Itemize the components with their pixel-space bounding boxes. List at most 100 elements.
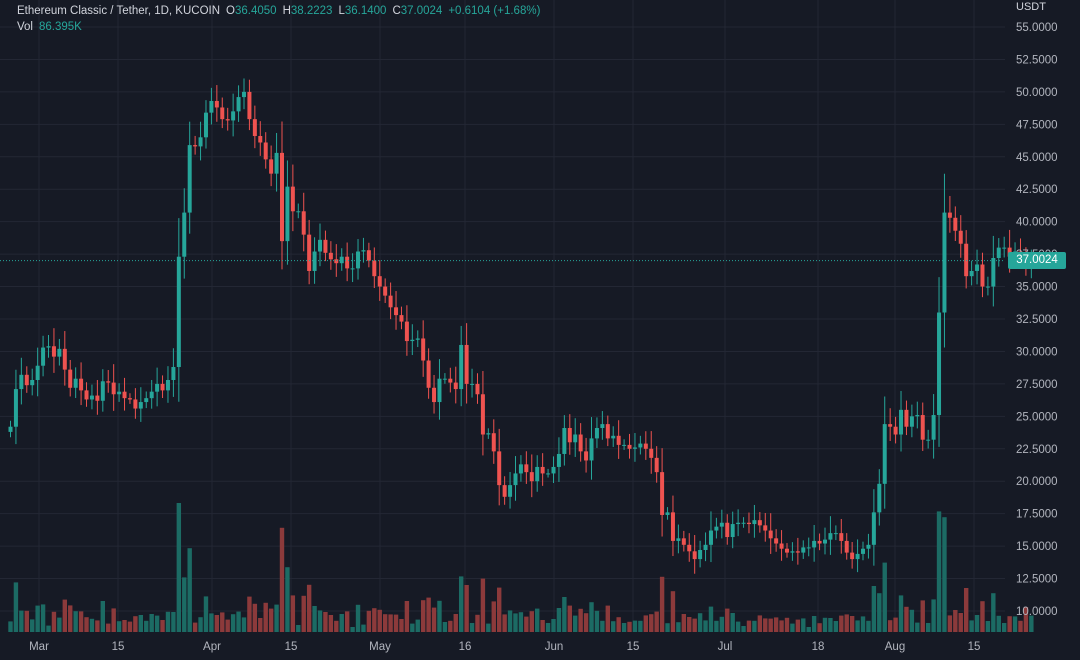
x-tick-label: 15 xyxy=(627,641,640,653)
candle-body xyxy=(985,286,990,288)
candle-body xyxy=(307,234,312,271)
volume-bar xyxy=(632,620,638,632)
volume-bar xyxy=(681,614,687,632)
volume-bar xyxy=(605,605,610,632)
volume-bar xyxy=(801,618,806,632)
x-tick-label: Aug xyxy=(885,641,905,653)
symbol-title[interactable]: Ethereum Classic / Tether, 1D, KUCOIN xyxy=(17,5,221,17)
candle-body xyxy=(605,424,610,439)
volume-bar xyxy=(35,605,40,632)
candle-body xyxy=(404,321,409,342)
volume-bar xyxy=(887,620,893,632)
candle-body xyxy=(350,268,355,270)
price-axis[interactable]: 55.0000 52.5000 50.0000 47.5000 45.0000 42.50… xyxy=(1016,22,1058,618)
volume-bar xyxy=(556,608,562,632)
candle-body xyxy=(214,100,219,108)
candle-body xyxy=(296,211,301,213)
candle-body xyxy=(241,91,246,98)
y-tick-label: 22.5000 xyxy=(1016,444,1058,456)
candle-body xyxy=(133,399,138,409)
candle-body xyxy=(833,533,838,535)
candle-body xyxy=(540,466,545,474)
candle-body xyxy=(432,387,437,403)
candle-body xyxy=(687,544,692,552)
candle-body xyxy=(225,119,230,121)
volume-bar xyxy=(279,527,285,632)
candle-body xyxy=(877,483,882,513)
volume-bar xyxy=(714,620,719,632)
candle-body xyxy=(757,520,762,526)
volume-bar xyxy=(513,613,518,632)
high-label: H xyxy=(282,5,291,17)
volume-bar xyxy=(68,605,73,632)
candle-body xyxy=(187,145,192,213)
volume-bar xyxy=(30,619,35,632)
volume-bar xyxy=(507,610,513,632)
candle-body xyxy=(866,544,871,549)
volume-bar xyxy=(328,615,334,632)
volume-bar xyxy=(611,621,616,632)
volume-bar xyxy=(1029,615,1034,632)
volume-bar xyxy=(974,615,980,632)
volume-bar xyxy=(991,593,996,632)
x-tick-label: 18 xyxy=(812,641,825,653)
volume-bar xyxy=(458,576,464,632)
candle-body xyxy=(524,464,529,473)
y-tick-label: 20.0000 xyxy=(1016,476,1058,488)
candle-body xyxy=(106,381,111,383)
candle-body xyxy=(442,378,447,380)
volume-label[interactable]: Vol xyxy=(17,21,33,33)
candle-body xyxy=(817,540,822,544)
candle-body xyxy=(339,256,344,264)
low-label: L xyxy=(338,5,345,17)
candle-body xyxy=(486,433,491,435)
candle-body xyxy=(155,383,160,392)
candle-body xyxy=(399,315,404,322)
volume-bar xyxy=(46,625,51,632)
candle-body xyxy=(388,295,393,308)
volume-bar xyxy=(448,620,453,632)
candle-body xyxy=(366,250,371,261)
volume-bar xyxy=(214,615,220,632)
volume-bar xyxy=(659,576,665,632)
candle-body xyxy=(182,212,187,257)
volume-bar xyxy=(502,614,507,632)
x-tick-label: Mar xyxy=(29,641,49,653)
candle-body xyxy=(247,91,252,120)
volume-bar xyxy=(24,610,29,632)
volume-bar xyxy=(790,623,795,632)
candle-body xyxy=(996,247,1001,259)
candle-body xyxy=(980,264,985,287)
candle-body xyxy=(882,424,887,484)
volume-bar xyxy=(464,585,469,632)
volume-bar xyxy=(953,610,958,632)
candle-body xyxy=(871,512,876,545)
volume-row: Vol 86.395K xyxy=(17,19,540,35)
candle-body xyxy=(937,312,942,416)
volume-bar xyxy=(437,600,442,632)
candle-body xyxy=(290,186,295,212)
candle-body xyxy=(915,415,920,417)
volume-bar xyxy=(62,599,67,632)
candle-body xyxy=(203,112,208,138)
volume-bar xyxy=(290,595,296,632)
candle-body xyxy=(806,547,811,549)
time-axis[interactable]: Mar 15 Apr 15 May 16 Jun 15 Jul 18 Aug 15 xyxy=(29,641,980,653)
volume-bar xyxy=(469,623,475,632)
volume-bar xyxy=(670,591,676,632)
volume-bar xyxy=(138,615,144,632)
candle-body xyxy=(665,512,670,515)
volume-bar xyxy=(344,611,350,632)
candle-body xyxy=(947,212,952,218)
volume-bar xyxy=(382,614,388,632)
volume-bar xyxy=(746,620,752,632)
volume-bar xyxy=(898,595,904,632)
candle-body xyxy=(763,525,768,531)
volume-bar xyxy=(486,623,491,632)
volume-bar xyxy=(317,610,323,632)
candle-body xyxy=(46,346,51,348)
candle-body xyxy=(258,136,263,143)
